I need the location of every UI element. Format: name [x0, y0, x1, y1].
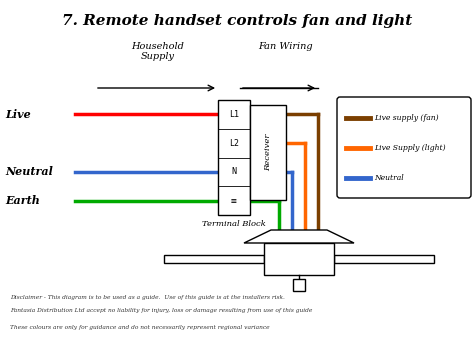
Bar: [264, 243, 334, 275]
FancyBboxPatch shape: [337, 97, 471, 198]
Text: Disclaimer - This diagram is to be used as a guide.  Use of this guide is at the: Disclaimer - This diagram is to be used …: [10, 295, 285, 300]
Bar: [293, 279, 305, 291]
Text: Terminal Block: Terminal Block: [202, 220, 266, 228]
Text: Fan Wiring: Fan Wiring: [258, 42, 313, 51]
Text: 7. Remote handset controls fan and light: 7. Remote handset controls fan and light: [62, 14, 412, 28]
Bar: [334, 255, 434, 263]
Text: Neutral: Neutral: [374, 174, 404, 182]
Text: Live supply (fan): Live supply (fan): [374, 114, 438, 122]
Bar: [164, 255, 264, 263]
Text: Earth: Earth: [5, 195, 40, 206]
Text: N: N: [231, 167, 237, 176]
Bar: [218, 100, 250, 215]
Text: Fantasia Distribution Ltd accept no liability for injury, loss or damage resulti: Fantasia Distribution Ltd accept no liab…: [10, 308, 312, 313]
Text: Live: Live: [5, 109, 31, 120]
Text: Receiver: Receiver: [264, 134, 272, 171]
Text: Neutral: Neutral: [5, 166, 53, 177]
Bar: [250, 105, 286, 200]
Text: These colours are only for guidance and do not necessarily represent regional va: These colours are only for guidance and …: [10, 325, 270, 330]
Text: Household
Supply: Household Supply: [132, 42, 184, 61]
Text: Live Supply (light): Live Supply (light): [374, 144, 446, 152]
Text: L1: L1: [229, 110, 239, 119]
Text: L2: L2: [229, 139, 239, 148]
Text: ≡: ≡: [231, 196, 237, 206]
Polygon shape: [244, 230, 354, 243]
